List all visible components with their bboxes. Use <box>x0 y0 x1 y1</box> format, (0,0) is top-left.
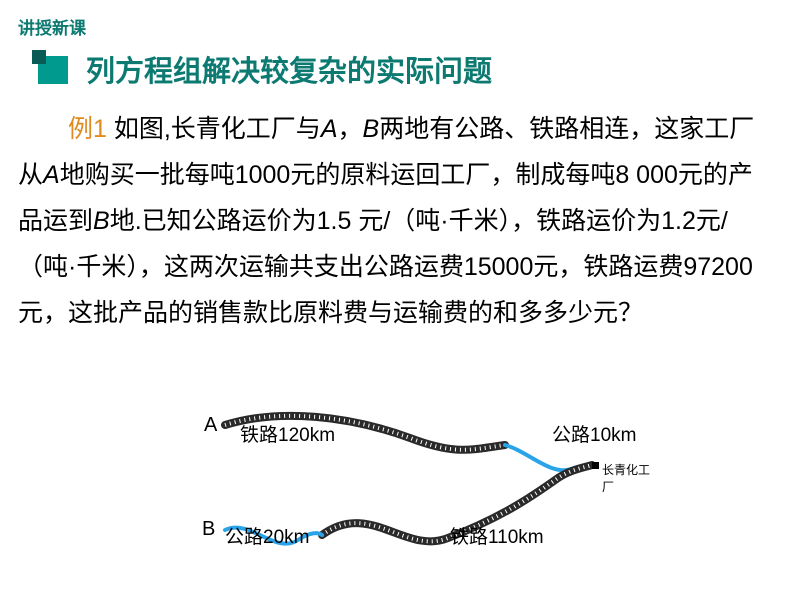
label-road-bot: 公路20km <box>225 522 309 549</box>
label-factory: 长青化工厂 <box>602 461 660 495</box>
section-tab: 讲授新课 <box>18 14 86 39</box>
tab-text: 讲授新课 <box>18 19 86 38</box>
example-number: 例1 <box>68 115 107 143</box>
page-title: 列方程组解决较复杂的实际问题 <box>86 48 492 90</box>
label-B: B <box>202 518 215 541</box>
label-rail-bot: 铁路110km <box>450 522 544 549</box>
label-road-top: 公路10km <box>552 420 636 447</box>
route-diagram: A B 铁路120km 公路10km 公路20km 铁路110km 长青化工厂 <box>170 390 660 590</box>
title-icon <box>32 50 72 89</box>
title-row: 列方程组解决较复杂的实际问题 <box>32 48 492 90</box>
problem-text: 例1 如图,长青化工厂与A，B两地有公路、铁路相连，这家工厂从A地购买一批每吨1… <box>18 106 776 336</box>
label-rail-top: 铁路120km <box>240 420 335 447</box>
label-A: A <box>204 414 217 437</box>
